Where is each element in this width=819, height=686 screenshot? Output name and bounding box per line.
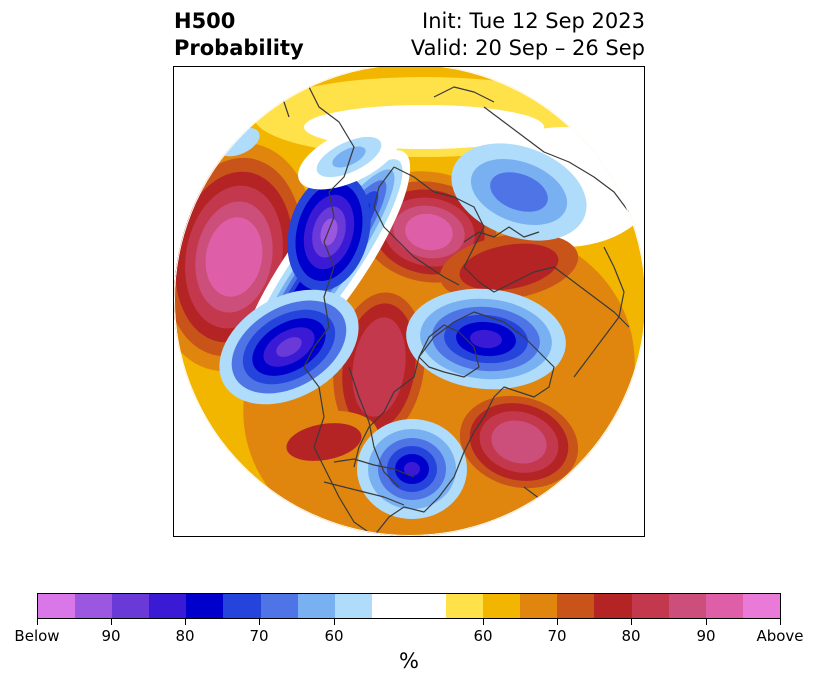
hemisphere-field xyxy=(174,67,644,536)
colorbar-tick-label: 70 xyxy=(547,627,567,645)
colorbar-tick-label: 90 xyxy=(101,627,121,645)
colorbar-below-segment xyxy=(112,594,150,618)
colorbar-above-segment xyxy=(705,594,743,618)
colorbar-tick-label-above: Above xyxy=(756,627,804,645)
colorbar-above-segment xyxy=(446,594,484,618)
colorbar-tick xyxy=(557,619,558,625)
colorbar-tick xyxy=(483,619,484,625)
colorbar-tick-label: 80 xyxy=(175,627,195,645)
colorbar-below-segment xyxy=(260,594,298,618)
title-variable: H500 xyxy=(174,9,236,33)
colorbar-tick xyxy=(706,619,707,625)
colorbar xyxy=(37,593,781,619)
colorbar-above-segment xyxy=(520,594,558,618)
colorbar-above-segment xyxy=(631,594,669,618)
colorbar-tick xyxy=(334,619,335,625)
colorbar-tick xyxy=(631,619,632,625)
colorbar-above-segment xyxy=(557,594,595,618)
polar-probability-map xyxy=(174,67,644,536)
colorbar-below-segment xyxy=(186,594,224,618)
colorbar-below-segment xyxy=(149,594,187,618)
colorbar-below-segment xyxy=(297,594,335,618)
colorbar-above-segment xyxy=(594,594,632,618)
title-product: Probability xyxy=(174,36,304,60)
colorbar-above-segment xyxy=(483,594,521,618)
colorbar-tick xyxy=(780,619,781,625)
title-right: Init: Tue 12 Sep 2023 Valid: 20 Sep – 26… xyxy=(411,8,645,62)
colorbar-unit-label: % xyxy=(399,649,419,673)
coastlines xyxy=(273,76,630,536)
colorbar-neutral-segment xyxy=(371,594,447,618)
colorbar-tick-label: 70 xyxy=(249,627,269,645)
colorbar-tick xyxy=(185,619,186,625)
colorbar-tick xyxy=(259,619,260,625)
colorbar-tick xyxy=(37,619,38,625)
colorbar-tick-label: 60 xyxy=(473,627,493,645)
colorbar-above-segment xyxy=(668,594,706,618)
valid-range: Valid: 20 Sep – 26 Sep xyxy=(410,36,645,60)
colorbar-tick-label: 90 xyxy=(696,627,716,645)
colorbar-tick-label: 80 xyxy=(621,627,641,645)
colorbar-below-segment xyxy=(75,594,113,618)
colorbar-tick-label: 60 xyxy=(324,627,344,645)
init-date: Init: Tue 12 Sep 2023 xyxy=(422,9,645,33)
title-left: H500 Probability xyxy=(174,8,304,62)
colorbar-below-segment xyxy=(223,594,261,618)
colorbar-below-segment xyxy=(38,594,76,618)
colorbar-above-segment xyxy=(742,594,780,618)
below-normal-centers xyxy=(218,124,587,519)
colorbar-below-segment xyxy=(334,594,372,618)
map-panel xyxy=(173,66,645,537)
colorbar-tick-label-below: Below xyxy=(14,627,60,645)
colorbar-tick xyxy=(111,619,112,625)
